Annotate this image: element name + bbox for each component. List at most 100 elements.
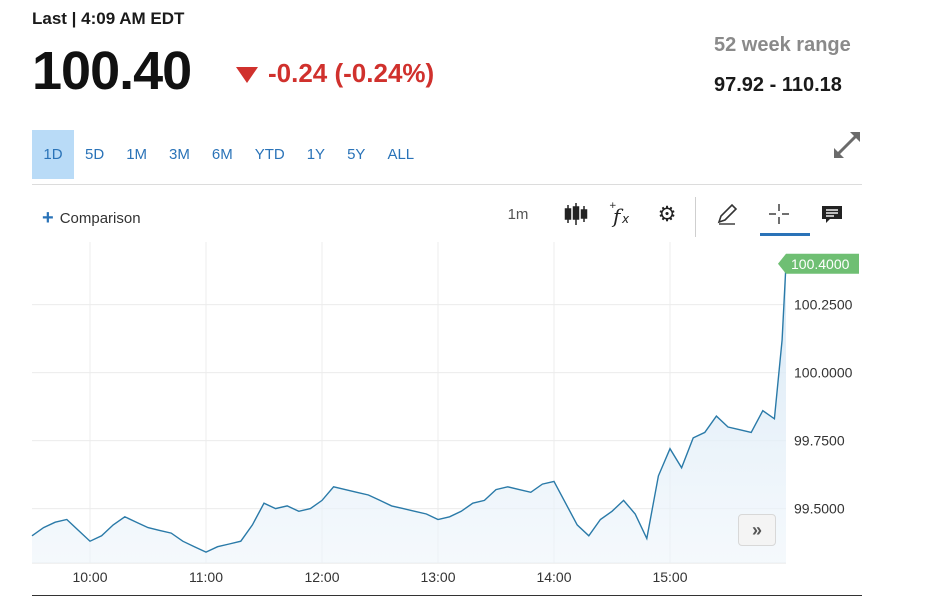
timeframe-tabs: 1D 5D 1M 3M 6M YTD 1Y 5Y ALL [32,130,425,179]
tab-ytd[interactable]: YTD [254,146,285,163]
data-point [739,429,740,430]
comparison-button[interactable]: + Comparison [42,208,141,228]
data-point [345,489,346,490]
data-point [484,500,485,501]
range-title: 52 week range [714,34,851,56]
data-point [263,503,264,504]
data-point [310,508,311,509]
tab-3m[interactable]: 3M [169,146,190,163]
crosshair-icon[interactable] [762,198,796,230]
data-point [333,486,334,487]
data-point [113,524,114,525]
price-line [31,263,787,553]
data-point [321,500,322,501]
tab-all[interactable]: ALL [387,146,415,163]
tab-5y[interactable]: 5Y [347,146,366,163]
data-point [403,508,404,509]
data-point [588,535,589,536]
data-point [356,492,357,493]
x-tick-label: 13:00 [420,569,455,585]
data-point [368,494,369,495]
data-point [194,546,195,547]
data-point [31,535,32,536]
data-point [426,513,427,514]
data-point [658,475,659,476]
comment-icon[interactable] [818,198,846,230]
data-point [55,522,56,523]
gear-icon[interactable]: ⚙ [657,202,677,226]
svg-text:x: x [621,212,630,226]
data-point [461,511,462,512]
pencil-icon[interactable] [712,198,742,230]
data-point [275,508,276,509]
tab-5d[interactable]: 5D [85,146,105,163]
price-chart[interactable]: 100.2500 100.0000 99.7500 99.5000 10:00 11:0… [0,238,935,597]
data-point [240,541,241,542]
down-arrow-icon [236,66,258,83]
data-point [782,339,783,340]
x-tick-label: 11:00 [189,569,223,585]
y-tick-label: 99.7500 [794,433,845,449]
data-point [704,432,705,433]
data-point [229,543,230,544]
data-point [379,500,380,501]
candlestick-icon[interactable] [560,198,592,230]
data-point [553,481,554,482]
data-point [727,426,728,427]
data-point [646,538,647,539]
data-point [542,484,543,485]
data-point [147,527,148,528]
data-point [124,516,125,517]
tab-1m[interactable]: 1M [126,146,148,163]
data-point [449,516,450,517]
data-point [530,492,531,493]
data-point [495,489,496,490]
svg-text:+: + [609,201,617,211]
data-point [681,467,682,468]
x-tick-label: 10:00 [72,569,107,585]
data-point [611,511,612,512]
data-point [182,541,183,542]
data-point [66,519,67,520]
chart-bottom-rule [32,595,862,596]
price-change-value: -0.24 (-0.24%) [268,58,435,88]
tab-1d[interactable]: 1D [32,130,74,179]
expand-icon[interactable] [830,128,864,162]
data-point [217,546,218,547]
data-point [287,505,288,506]
x-tick-label: 15:00 [652,569,687,585]
x-tick-label: 12:00 [304,569,339,585]
data-point [751,432,752,433]
data-point [519,489,520,490]
data-point [43,527,44,528]
comparison-label: Comparison [59,209,141,227]
data-point [101,535,102,536]
data-point [437,519,438,520]
data-point [472,503,473,504]
data-point [600,519,601,520]
price-value: 100.40 [32,41,192,101]
tab-6m[interactable]: 6M [211,146,233,163]
data-point [78,530,79,531]
data-point [252,524,253,525]
scroll-right-button[interactable]: » [738,514,776,546]
data-point [762,410,763,411]
data-point [298,511,299,512]
fx-icon[interactable]: + f x [606,198,636,230]
x-tick-label: 14:00 [536,569,571,585]
active-tool-indicator [760,233,810,236]
data-point [669,448,670,449]
last-price-label: 100.4000 [791,256,850,272]
toolbar-divider [32,184,862,185]
data-point [693,437,694,438]
data-point [577,524,578,525]
last-price-marker: 100.4000 [778,253,859,274]
data-point [716,416,717,417]
data-point [507,486,508,487]
price-area [32,263,786,563]
data-point [414,511,415,512]
tab-1y[interactable]: 1Y [306,146,326,163]
data-point [774,418,775,419]
interval-selector[interactable]: 1m [507,205,529,223]
y-tick-label: 100.0000 [794,365,853,381]
